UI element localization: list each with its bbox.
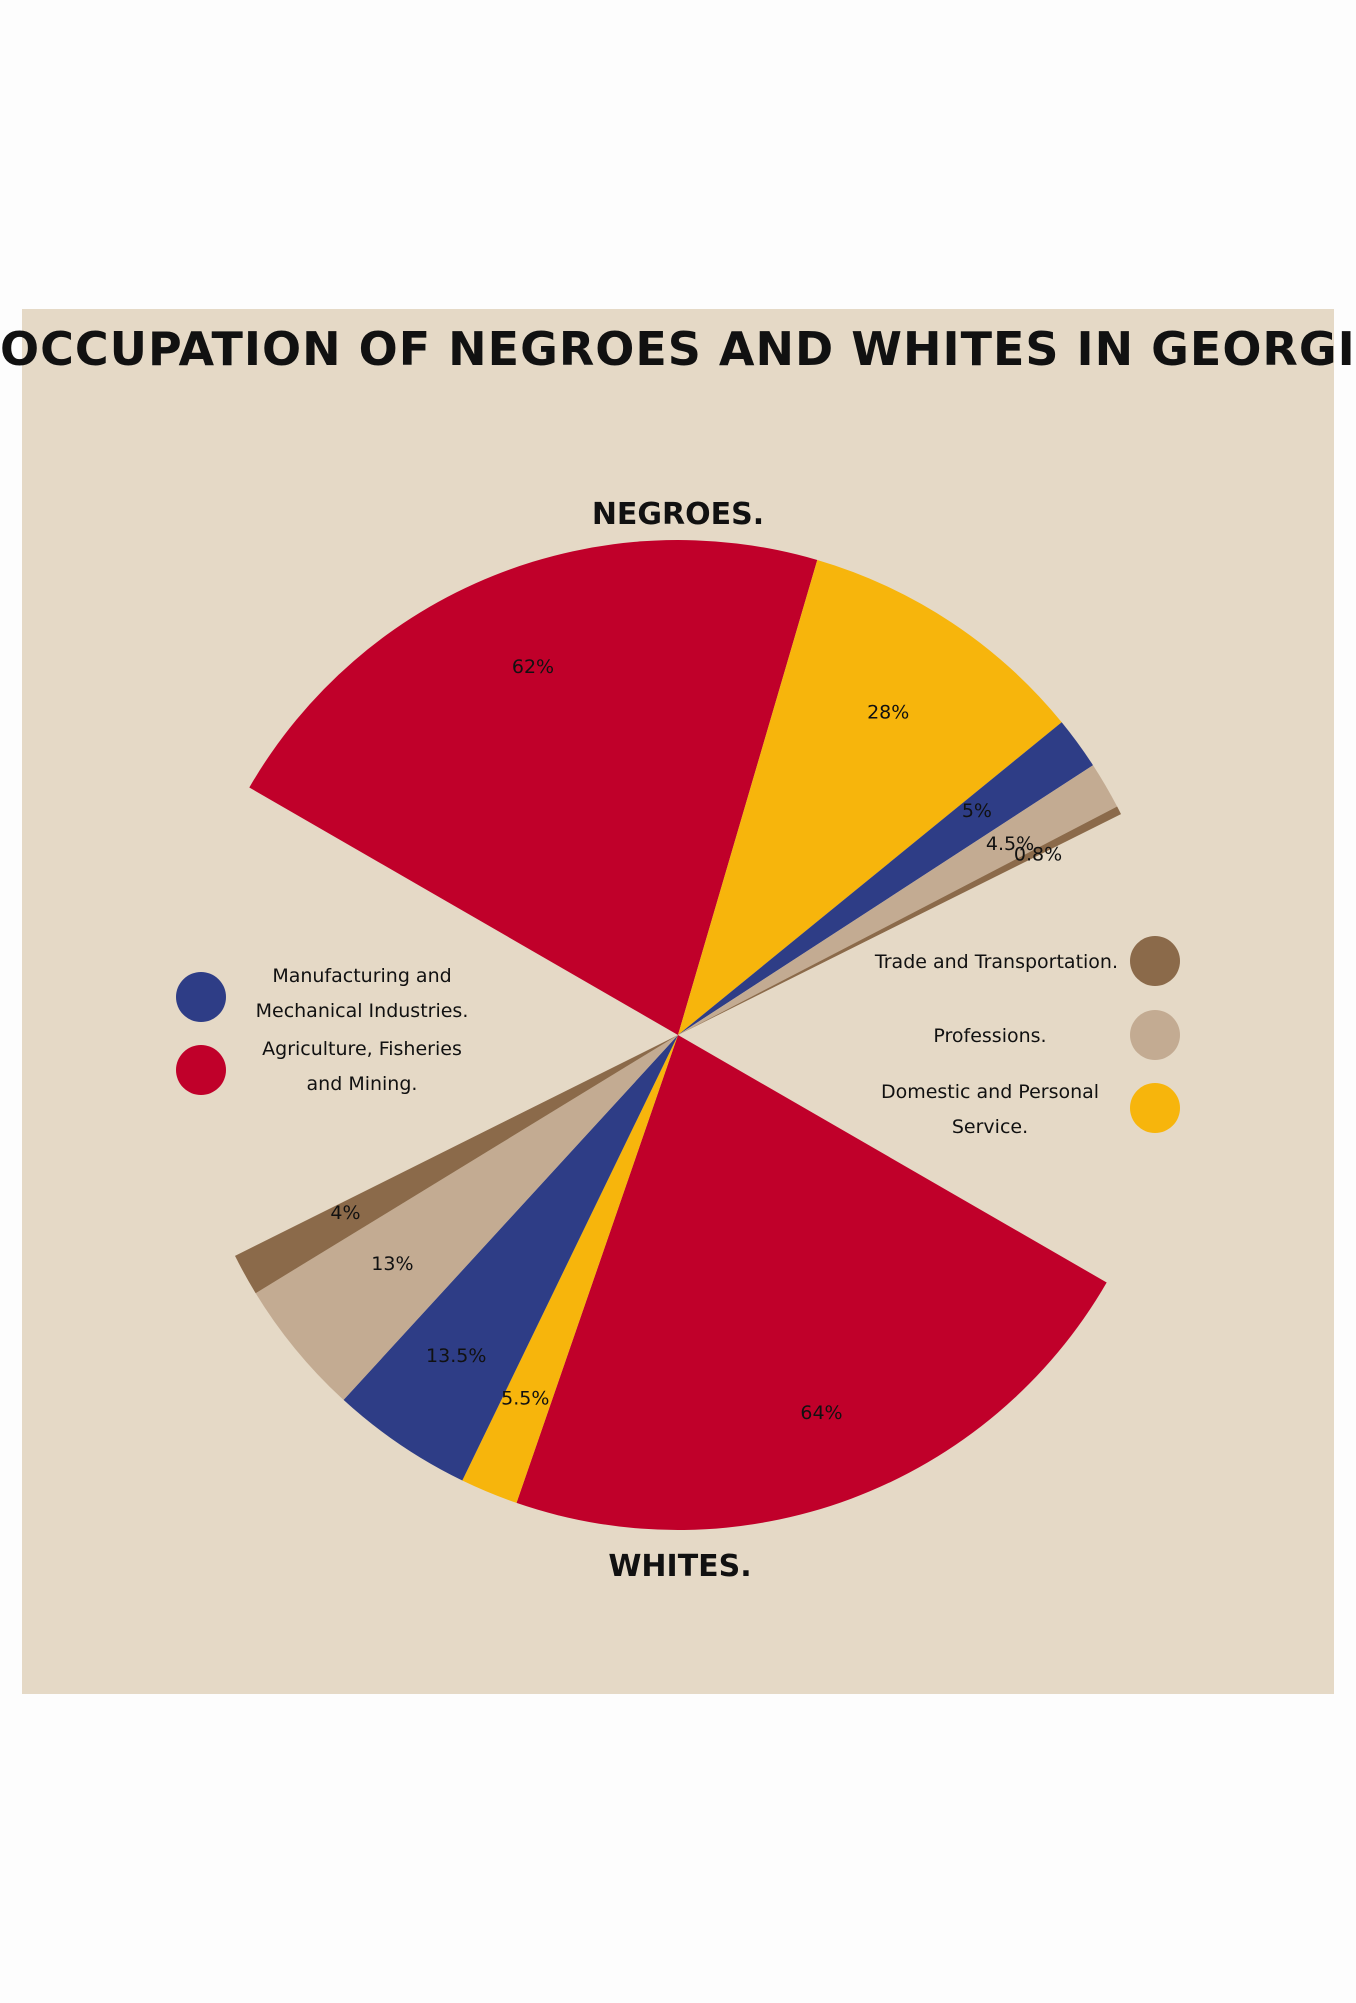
- whites-slice-professions: [255, 1035, 679, 1400]
- whites-slice-domestic-and-personal-service: [462, 1035, 678, 1503]
- legend-text-professions-line-1: Professions.: [933, 1025, 1046, 1047]
- negroes-slice-professions: [678, 765, 1118, 1035]
- whites-slice-trade-and-transportation: [235, 1035, 678, 1294]
- legend-text-trade-and-transportation-line-1: Trade and Transportation.: [874, 951, 1118, 973]
- legend-text-domestic-and-personal-service-line-1: Domestic and Personal: [881, 1081, 1099, 1103]
- whites-slice-manufacturing-and-mechanical-industries: [343, 1035, 678, 1481]
- legend-text-manufacturing-and-mechanical-industries-line-1: Manufacturing and: [272, 965, 451, 987]
- whites-label-agriculture-fisheries-and-mining: 64%: [800, 1402, 842, 1424]
- legend-text-agriculture-fisheries-and-mining-line-2: and Mining.: [307, 1073, 418, 1095]
- whites-label-domestic-and-personal-service: 5.5%: [501, 1388, 549, 1410]
- legend-text-agriculture-fisheries-and-mining-line-1: Agriculture, Fisheries: [262, 1038, 462, 1060]
- negroes-label-professions: 4.5%: [986, 833, 1034, 855]
- group-label-whites: WHITES.: [608, 1549, 751, 1584]
- group-label-negroes: NEGROES.: [592, 497, 764, 532]
- legend-text-domestic-and-personal-service-line-2: Service.: [952, 1116, 1028, 1138]
- legend-brown-circle-icon: [1130, 936, 1180, 986]
- whites-label-manufacturing-and-mechanical-industries: 13.5%: [426, 1345, 486, 1367]
- negroes-slice-agriculture-fisheries-and-mining: [249, 540, 818, 1035]
- negroes-slice-manufacturing-and-mechanical-industries: [678, 722, 1094, 1035]
- whites-slice-agriculture-fisheries-and-mining: [516, 1035, 1107, 1530]
- negroes-label-domestic-and-personal-service: 28%: [867, 701, 909, 723]
- pie-slices: [235, 540, 1121, 1530]
- legend-tan-circle-icon: [1130, 1010, 1180, 1060]
- negroes-slice-trade-and-transportation: [678, 806, 1121, 1035]
- negroes-label-manufacturing-and-mechanical-industries: 5%: [962, 800, 992, 822]
- whites-label-professions: 13%: [371, 1253, 413, 1275]
- slice-labels: 62% 28% 5% 4.5%0.8% 64% 5.5% 13.5% 13% 4%: [330, 656, 1062, 1424]
- whites-label-trade-and-transportation: 4%: [330, 1202, 360, 1224]
- negroes-label-agriculture-fisheries-and-mining: 62%: [512, 656, 554, 678]
- legend: Manufacturing and Mechanical Industries. A…: [176, 936, 1180, 1138]
- negroes-label-trade-and-transportation: 0.8%: [1014, 844, 1062, 866]
- legend-blue-circle-icon: [176, 972, 226, 1022]
- legend-gold-circle-icon: [1130, 1083, 1180, 1133]
- chart-title: OCCUPATION OF NEGROES AND WHITES IN GEOR…: [0, 322, 1356, 376]
- legend-red-circle-icon: [176, 1045, 226, 1095]
- legend-text-manufacturing-and-mechanical-industries-line-2: Mechanical Industries.: [256, 1000, 469, 1022]
- negroes-slice-domestic-and-personal-service: [678, 560, 1062, 1035]
